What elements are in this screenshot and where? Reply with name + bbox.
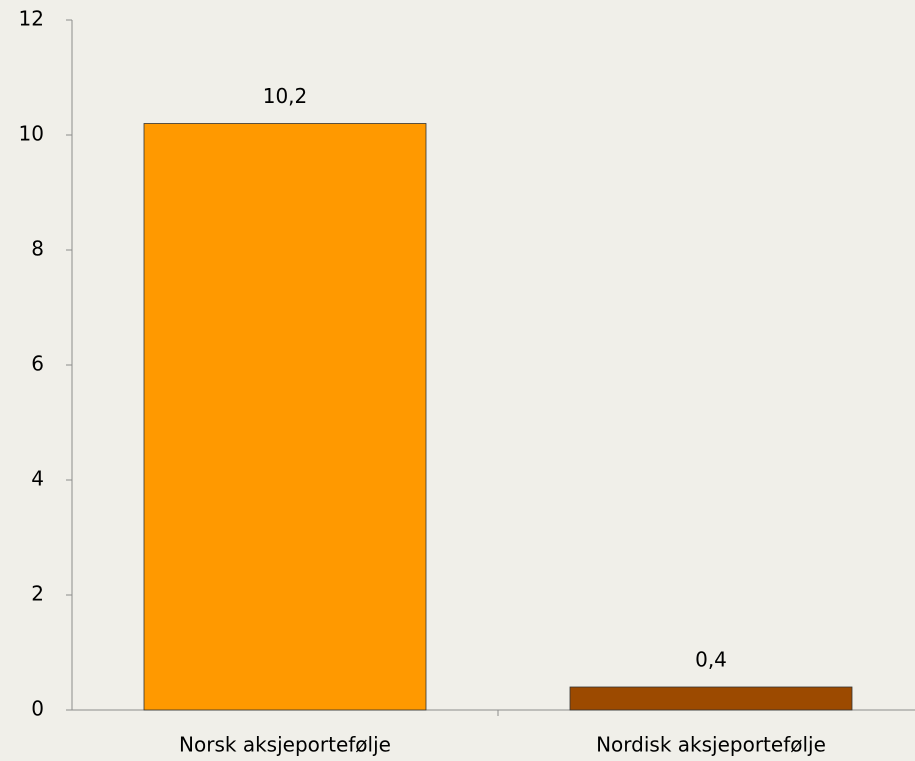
- y-tick-label: 0: [31, 697, 44, 721]
- y-tick-label: 6: [31, 352, 44, 376]
- bar: [569, 686, 853, 711]
- data-label: 0,4: [695, 648, 727, 672]
- y-tick-label: 2: [31, 582, 44, 606]
- y-tick-label: 8: [31, 237, 44, 261]
- y-tick-label: 4: [31, 467, 44, 491]
- bar: [143, 123, 427, 711]
- y-tick-label: 10: [19, 122, 44, 146]
- x-tick-label: Nordisk aksjeportefølje: [596, 733, 826, 757]
- y-tick-label: 12: [19, 7, 44, 31]
- data-label: 10,2: [263, 84, 308, 108]
- x-tick-label: Norsk aksjeportefølje: [179, 733, 391, 757]
